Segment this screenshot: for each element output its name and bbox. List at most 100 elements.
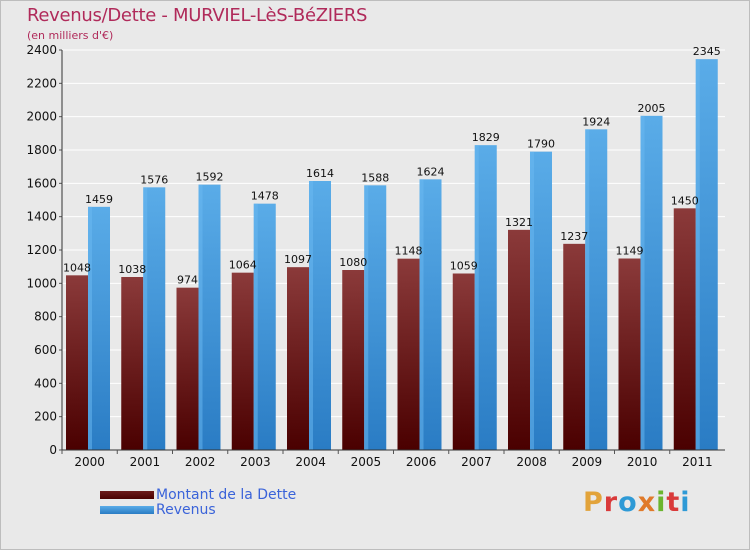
logo-letter: i — [680, 487, 691, 518]
bar-revenue-2002 — [198, 184, 221, 450]
y-tick-label: 800 — [34, 310, 57, 324]
data-label-revenue: 1588 — [361, 171, 389, 184]
bar-debt-2010 — [618, 258, 641, 450]
bar-debt-2005 — [342, 270, 365, 450]
bar-debt-2000 — [66, 275, 88, 450]
bar-revenue-highlight — [530, 151, 534, 450]
bar-revenue-2011 — [695, 59, 718, 451]
bar-revenue-2001 — [143, 187, 166, 451]
legend-label-debt: Montant de la Dette — [156, 487, 297, 503]
data-label-debt: 974 — [177, 274, 198, 287]
y-tick-label: 1000 — [26, 276, 57, 290]
bar-debt-2001 — [121, 277, 144, 450]
bar-debt-2007 — [452, 273, 475, 450]
chart-title: Revenus/Dette - MURVIEL-LèS-BéZIERS — [27, 5, 368, 26]
chart-subtitle: (en milliers d'€) — [27, 29, 114, 42]
x-tick-label: 2005 — [351, 455, 382, 469]
bar-revenue-highlight — [198, 184, 203, 450]
legend-item-debt: Montant de la Dette — [100, 487, 296, 503]
data-label-revenue: 1829 — [472, 131, 500, 144]
bar-revenue-highlight — [585, 129, 590, 451]
bar-revenue-2000 — [88, 206, 110, 450]
data-label-debt: 1059 — [450, 260, 478, 273]
y-tick-label: 1400 — [26, 210, 57, 224]
bar-debt-2003 — [231, 272, 254, 450]
data-label-revenue: 2005 — [638, 102, 666, 115]
data-label-revenue: 1924 — [582, 115, 610, 128]
data-label-debt: 1148 — [395, 245, 423, 258]
bar-revenue-highlight — [88, 206, 92, 450]
bar-revenue-2004 — [309, 181, 331, 450]
y-tick-label: 600 — [34, 343, 57, 357]
y-tick-label: 2000 — [26, 110, 57, 124]
data-label-debt: 1038 — [118, 263, 146, 276]
y-tick-label: 1600 — [26, 176, 57, 190]
data-label-debt: 1450 — [671, 194, 699, 207]
x-tick-label: 2010 — [627, 455, 658, 469]
data-label-revenue: 1614 — [306, 167, 334, 180]
y-tick-label: 1800 — [26, 143, 57, 157]
logo-letter: x — [637, 487, 657, 518]
y-tick-label: 200 — [34, 410, 57, 424]
x-tick-label: 2001 — [130, 455, 161, 469]
logo-letter: P — [583, 487, 604, 518]
bar-revenue-highlight — [253, 203, 258, 450]
data-label-debt: 1064 — [229, 259, 257, 272]
y-tick-label: 400 — [34, 376, 57, 390]
bar-revenue-highlight — [419, 179, 424, 451]
bar-revenue-highlight — [474, 145, 479, 450]
x-tick-label: 2008 — [516, 455, 547, 469]
data-label-revenue: 1576 — [140, 173, 168, 186]
x-tick-label: 2009 — [572, 455, 603, 469]
x-tick-label: 2011 — [682, 455, 713, 469]
legend-swatch-debt — [100, 491, 154, 499]
bar-revenue-highlight — [695, 59, 700, 451]
bar-debt-2002 — [176, 287, 199, 450]
y-tick-label: 1200 — [26, 243, 57, 257]
data-label-debt: 1097 — [284, 253, 312, 266]
y-tick-label: 2200 — [26, 76, 57, 90]
x-tick-label: 2004 — [295, 455, 326, 469]
bar-debt-2008 — [508, 229, 530, 450]
legend-label-revenue: Revenus — [156, 502, 216, 518]
data-label-revenue: 1624 — [417, 165, 445, 178]
data-label-revenue: 1478 — [251, 190, 279, 203]
bar-revenue-2007 — [474, 145, 497, 450]
bar-revenue-highlight — [143, 187, 148, 451]
data-label-debt: 1149 — [616, 245, 644, 258]
y-tick-label: 0 — [49, 443, 57, 457]
data-label-debt: 1237 — [560, 230, 588, 243]
logo-letter: i — [656, 487, 667, 518]
bar-revenue-2009 — [585, 129, 608, 451]
x-tick-label: 2000 — [74, 455, 105, 469]
data-label-debt: 1080 — [339, 256, 367, 269]
logo-letter: o — [618, 487, 638, 518]
bar-debt-2009 — [563, 243, 586, 450]
bar-revenue-highlight — [640, 115, 645, 450]
bar-revenue-2008 — [530, 151, 552, 450]
proxiti-logo: Proxiti — [583, 487, 691, 518]
legend-item-revenue: Revenus — [100, 502, 216, 518]
x-tick-label: 2007 — [461, 455, 492, 469]
bar-revenue-highlight — [309, 181, 313, 450]
bar-revenue-2006 — [419, 179, 442, 451]
x-tick-label: 2002 — [185, 455, 216, 469]
logo-letter: t — [666, 487, 681, 518]
bar-debt-2006 — [397, 258, 420, 450]
data-label-revenue: 1592 — [196, 171, 224, 184]
x-tick-label: 2006 — [406, 455, 437, 469]
data-label-revenue: 1790 — [527, 138, 555, 151]
bar-revenue-highlight — [364, 185, 369, 451]
data-label-revenue: 2345 — [693, 45, 721, 58]
x-tick-label: 2003 — [240, 455, 271, 469]
legend-swatch-revenue — [100, 506, 154, 514]
bar-revenue-2005 — [364, 185, 387, 451]
y-tick-label: 2400 — [26, 43, 57, 57]
logo-letter: r — [603, 487, 619, 518]
bar-revenue-2003 — [253, 203, 276, 450]
bar-revenue-2010 — [640, 115, 663, 450]
data-label-debt: 1048 — [63, 261, 91, 274]
data-label-debt: 1321 — [505, 216, 533, 229]
bar-debt-2004 — [287, 267, 309, 450]
